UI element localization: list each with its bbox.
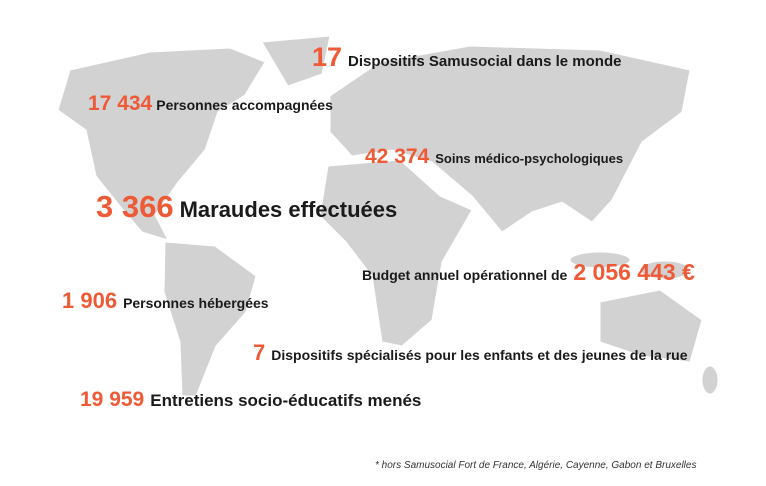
stat: 19 959 Entretiens socio-éducatifs menés	[80, 388, 421, 412]
north-america	[57, 47, 266, 241]
stat-label: Entretiens socio-éducatifs menés	[150, 391, 422, 410]
stat-label: Maraudes effectuées	[179, 197, 398, 222]
island	[701, 365, 719, 395]
stat: 42 374 Soins médico-psychologiques	[365, 145, 623, 169]
stat-label: Soins médico-psychologiques	[435, 151, 624, 166]
stat: 17 Dispositifs Samusocial dans le monde	[312, 42, 621, 73]
stat: 17 434 Personnes accompagnées	[88, 92, 333, 116]
africa	[319, 159, 473, 347]
stat-label: Budget annuel opérationnel de	[362, 267, 568, 283]
stat: 1 906 Personnes hébergées	[62, 288, 269, 314]
stat-number: 1 906	[62, 288, 118, 313]
stat-number: 2 056 443 €	[573, 259, 695, 285]
stat-label: Dispositifs Samusocial dans le monde	[348, 53, 622, 70]
stat-number: 17	[312, 42, 343, 72]
stat: 7 Dispositifs spécialisés pour les enfant…	[253, 340, 688, 366]
stat-label: Personnes hébergées	[123, 295, 269, 311]
south-america	[163, 241, 257, 397]
stat-number: 42 374	[365, 145, 430, 168]
stat-number: 19 959	[80, 388, 145, 411]
stat-number: 3 366	[96, 189, 174, 224]
stat: Budget annuel opérationnel de 2 056 443 €	[362, 259, 701, 286]
greenland	[261, 35, 331, 87]
australia	[599, 289, 703, 363]
footnote: * hors Samusocial Fort de France, Algéri…	[375, 460, 697, 471]
stat-label: Personnes accompagnées	[156, 97, 333, 113]
island	[569, 251, 631, 269]
stat-label: Dispositifs spécialisés pour les enfants…	[271, 347, 688, 363]
stat: 3 366 Maraudes effectuées	[96, 189, 397, 225]
eurasia	[329, 45, 691, 233]
island	[639, 260, 691, 280]
stat-number: 7	[253, 340, 266, 365]
stat-number: 17 434	[88, 92, 153, 115]
